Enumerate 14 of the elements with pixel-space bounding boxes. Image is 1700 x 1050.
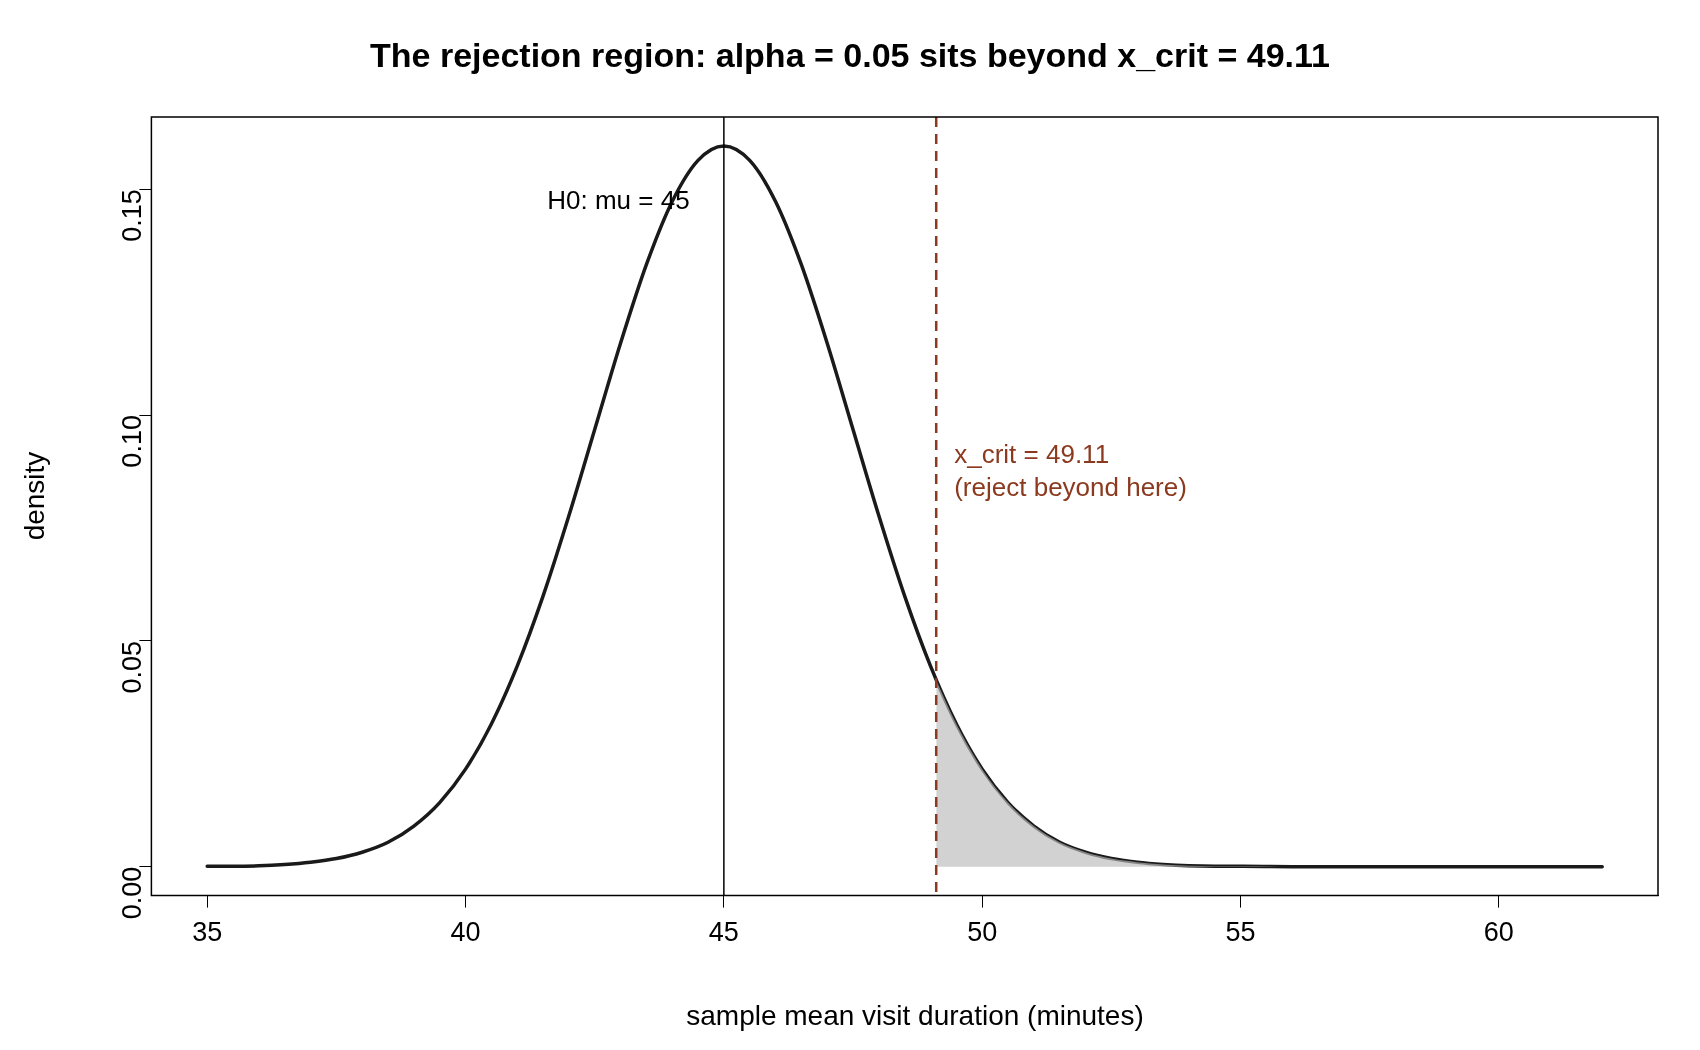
- x-axis-title: sample mean visit duration (minutes): [685, 1000, 1145, 1032]
- ref-line-label: x_crit = 49.11 (reject beyond here): [954, 438, 1187, 502]
- x-tick-label: 45: [708, 917, 739, 948]
- x-tick-label: 50: [967, 917, 998, 948]
- y-tick-label: 0.10: [116, 415, 147, 468]
- y-axis-title: density: [19, 450, 51, 543]
- x-tick-label: 55: [1225, 917, 1256, 948]
- y-tick-label: 0.00: [116, 866, 147, 920]
- y-tick-label: 0.15: [116, 189, 147, 242]
- x-tick-label: 60: [1483, 917, 1514, 948]
- x-tick-label: 35: [192, 917, 223, 948]
- x-tick-label: 40: [450, 917, 481, 948]
- chart-title: The rejection region: alpha = 0.05 sits beyond x_crit = 49.11: [369, 36, 1331, 75]
- y-tick-label: 0.05: [116, 640, 147, 694]
